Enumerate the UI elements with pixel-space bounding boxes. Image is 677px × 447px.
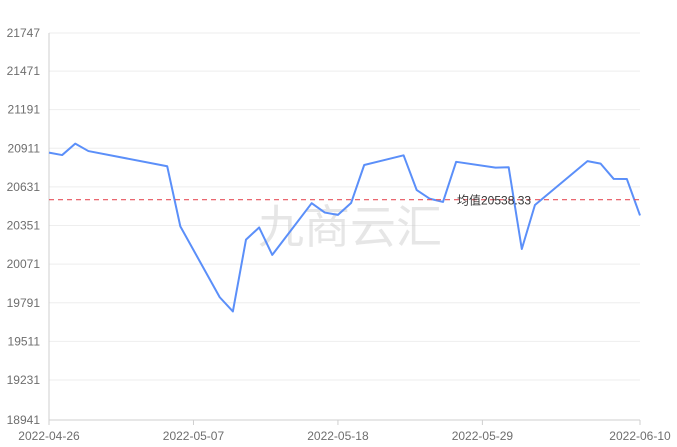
data-point xyxy=(166,165,168,167)
data-point xyxy=(350,202,352,204)
data-point xyxy=(508,166,510,168)
data-point xyxy=(258,226,260,228)
data-point xyxy=(626,178,628,180)
series-line xyxy=(48,142,641,313)
data-point xyxy=(232,310,234,312)
data-point xyxy=(534,204,536,206)
data-point xyxy=(613,178,615,180)
data-point xyxy=(600,163,602,165)
data-point xyxy=(271,254,273,256)
y-tick-label: 20631 xyxy=(7,180,41,194)
data-point xyxy=(311,202,313,204)
x-tick-label: 2022-05-18 xyxy=(307,429,369,443)
data-point xyxy=(416,189,418,191)
axes xyxy=(48,33,641,425)
y-tick-labels: 18941 19231 19511 19791 20071 20351 20631 20911… xyxy=(7,26,41,427)
data-point xyxy=(74,143,76,145)
mean-label: 均值20538.33 xyxy=(457,193,531,208)
x-tick-label: 2022-05-29 xyxy=(452,429,514,443)
series-lines xyxy=(48,142,641,313)
y-tick-label: 18941 xyxy=(7,413,41,427)
data-point xyxy=(586,160,588,162)
grid-lines xyxy=(49,32,640,381)
data-point xyxy=(455,161,457,163)
y-tick-label: 19231 xyxy=(7,373,41,387)
x-tick-labels: 2022-04-26 2022-05-07 2022-05-18 2022-05-29… xyxy=(18,429,671,443)
y-tick-label: 21747 xyxy=(7,26,41,40)
data-point xyxy=(495,167,497,169)
data-point xyxy=(442,201,444,203)
watermark: 九商云汇 xyxy=(258,200,442,254)
data-point xyxy=(324,212,326,214)
x-tick-label: 2022-04-26 xyxy=(18,429,80,443)
y-tick-label: 20351 xyxy=(7,219,41,233)
data-point xyxy=(48,152,50,154)
data-point xyxy=(363,164,365,166)
data-point xyxy=(639,214,641,216)
data-point xyxy=(179,225,181,227)
data-point xyxy=(245,239,247,241)
data-point xyxy=(337,214,339,216)
y-tick-label: 19791 xyxy=(7,296,41,310)
y-tick-label: 21471 xyxy=(7,64,41,78)
data-point xyxy=(87,150,89,152)
data-point xyxy=(403,154,405,156)
data-point xyxy=(219,296,221,298)
y-tick-label: 21191 xyxy=(8,103,41,117)
x-tick-label: 2022-06-10 xyxy=(609,429,671,443)
x-tick-label: 2022-05-07 xyxy=(163,429,225,443)
data-point xyxy=(61,154,63,156)
y-tick-label: 20071 xyxy=(7,257,41,271)
y-tick-label: 19511 xyxy=(8,334,41,348)
y-tick-label: 20911 xyxy=(8,141,41,155)
data-point xyxy=(521,248,523,250)
